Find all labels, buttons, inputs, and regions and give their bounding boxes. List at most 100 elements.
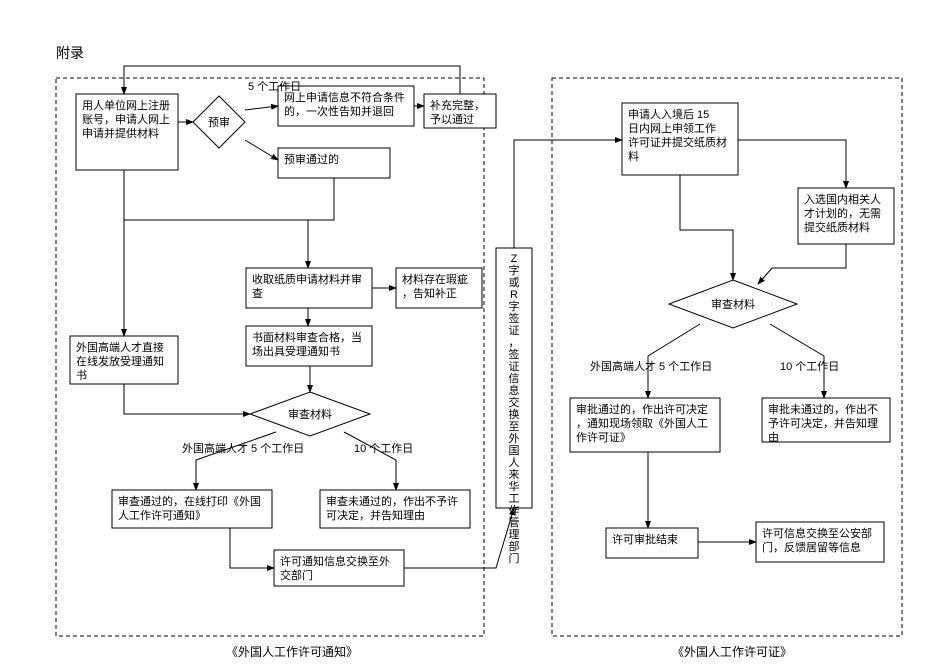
- svg-text:补充完整，: 补充完整，: [430, 98, 485, 112]
- svg-text:Z: Z: [511, 253, 518, 265]
- svg-text:工: 工: [509, 493, 520, 505]
- svg-text:的，一次性告知并退回: 的，一次性告知并退回: [284, 104, 394, 118]
- svg-text:部: 部: [509, 539, 520, 553]
- box-b10: 审查通过的，在线打印《外国人工作许可通知》: [112, 490, 272, 528]
- svg-text:许可审批结束: 许可审批结束: [612, 532, 678, 546]
- svg-text:字: 字: [509, 299, 520, 313]
- arrow-a18: [680, 175, 733, 280]
- svg-text:交: 交: [509, 395, 520, 409]
- svg-text:书面材料审查合格，当: 书面材料审查合格，当: [252, 330, 362, 344]
- svg-text:交部门: 交部门: [280, 568, 313, 582]
- box-b14: 申请人入境后 15 日内网上申领工作许可证并提交纸质材料: [622, 103, 738, 175]
- svg-text:华: 华: [509, 479, 520, 493]
- svg-text:场出具受理通知书: 场出具受理通知书: [252, 344, 340, 358]
- svg-text:签: 签: [509, 347, 520, 361]
- right-caption: 《外国人工作许可证》: [672, 645, 792, 659]
- svg-text:人: 人: [509, 456, 520, 469]
- box-b17: 审批未通过的，作出不予许可决定，并告知理由: [762, 398, 890, 444]
- label-l2: 外国高端人才 5 个工作日: [182, 441, 304, 455]
- svg-text:在线发放受理通知: 在线发放受理通知: [76, 354, 164, 368]
- diamond-d2: 审查材料: [250, 392, 370, 436]
- box-b11: 审查未通过的，作出不予许可决定，并告知理由: [320, 490, 470, 528]
- svg-text:申请并提供材料: 申请并提供材料: [82, 126, 159, 140]
- svg-text:日内网上申领工作: 日内网上申领工作: [628, 121, 716, 135]
- svg-text:审查未通过的，作出不予许: 审查未通过的，作出不予许: [326, 494, 458, 508]
- left-caption: 《外国人工作许可通知》: [226, 645, 358, 659]
- svg-text:换: 换: [509, 407, 520, 421]
- box-b6: 收取纸质申请材料并审查: [246, 268, 372, 308]
- svg-text:字: 字: [509, 263, 520, 277]
- svg-text:审查材料: 审查材料: [711, 297, 755, 311]
- svg-text:信: 信: [509, 372, 520, 385]
- svg-text:作: 作: [509, 504, 520, 517]
- box-b5: 预审通过的: [278, 148, 390, 178]
- arrow-a24: [738, 140, 846, 188]
- svg-text:证: 证: [509, 324, 520, 337]
- svg-text:查: 查: [252, 286, 263, 300]
- svg-text:审查材料: 审查材料: [288, 407, 332, 421]
- svg-text:人工作许可通知》: 人工作许可通知》: [118, 508, 206, 522]
- svg-text:许可证并提交纸质材: 许可证并提交纸质材: [628, 135, 727, 149]
- arrow-a12: [124, 384, 250, 414]
- box-b12: 许可通知信息交换至外交部门: [274, 550, 404, 586]
- label-l4: 外国高端人才 5 个工作日: [590, 359, 712, 373]
- svg-text:材料存在瑕疵: 材料存在瑕疵: [402, 272, 468, 286]
- box-b1: 用人单位网上注册账号，申请人网上申请并提供材料: [76, 94, 178, 170]
- svg-text:，通知现场领取《外国人工: ，通知现场领取《外国人工: [576, 416, 708, 430]
- box-b13: Z字或R字签证，签证信息交换至外国人来华工作管理部门: [496, 248, 532, 565]
- svg-text:审批通过的，作出许可决定: 审批通过的，作出许可决定: [576, 402, 708, 416]
- svg-text:账号，申请人网上: 账号，申请人网上: [82, 113, 170, 126]
- svg-text:预审通过的: 预审通过的: [284, 152, 339, 166]
- label-l5: 10 个工作日: [780, 360, 839, 373]
- svg-text:用人单位网上注册: 用人单位网上注册: [82, 98, 170, 112]
- svg-text:门: 门: [509, 551, 520, 565]
- boxes: 用人单位网上注册账号，申请人网上申请并提供材料 网上申请信息不符合条件的，一次性告…: [70, 86, 894, 586]
- svg-text:作许可证》: 作许可证》: [576, 431, 631, 444]
- arrow-a17: [514, 140, 622, 248]
- box-b8: 书面材料审查合格，当场出具受理通知书: [246, 326, 372, 366]
- svg-text:予以通过: 予以通过: [430, 113, 474, 126]
- svg-text:证: 证: [509, 360, 520, 373]
- box-b19: 许可信息交换至公安部门，反馈居留等信息: [756, 522, 884, 562]
- svg-text:至: 至: [509, 421, 520, 433]
- svg-text:审批未通过的，作出不: 审批未通过的，作出不: [768, 402, 878, 416]
- svg-text:或: 或: [509, 276, 520, 289]
- svg-text:签: 签: [509, 311, 520, 325]
- svg-text:门，反馈居留等信息: 门，反馈居留等信息: [762, 540, 861, 554]
- box-b4: 补充完整，予以通过: [424, 94, 496, 128]
- box-b18: 许可审批结束: [606, 528, 698, 558]
- svg-text:可决定，并告知理由: 可决定，并告知理由: [326, 508, 425, 522]
- arrow-a6: [308, 178, 334, 268]
- svg-text:，: ，: [509, 337, 520, 349]
- svg-text:予许可决定，并告知理: 予许可决定，并告知理: [768, 416, 878, 430]
- box-b7: 材料存在瑕疵，告知补正: [396, 268, 482, 308]
- svg-text:提交纸质材料: 提交纸质材料: [804, 220, 870, 234]
- box-b15: 入选国内相关人才计划的，无需提交纸质材料: [798, 188, 894, 244]
- arrow-a14: [344, 432, 396, 490]
- svg-text:R: R: [510, 289, 518, 301]
- label-l1: 5 个工作日: [248, 80, 301, 93]
- svg-text:才计划的，无需: 才计划的，无需: [804, 206, 881, 220]
- box-b16: 审批通过的，作出许可决定，通知现场领取《外国人工作许可证》: [570, 398, 720, 452]
- svg-text:预审: 预审: [208, 115, 230, 129]
- svg-text:许可通知信息交换至外: 许可通知信息交换至外: [280, 554, 390, 568]
- svg-text:理: 理: [509, 528, 520, 541]
- box-b9: 外国高端人才直接在线发放受理通知书: [70, 336, 178, 384]
- svg-text:料: 料: [628, 149, 639, 163]
- svg-text:许可信息交换至公安部: 许可信息交换至公安部: [762, 526, 872, 540]
- svg-text:来: 来: [509, 468, 520, 481]
- svg-text:网上申请信息不符合条件: 网上申请信息不符合条件: [284, 90, 405, 104]
- arrow-a15: [230, 528, 274, 568]
- svg-text:国: 国: [509, 444, 520, 457]
- svg-text:审查通过的，在线打印《外国: 审查通过的，在线打印《外国: [118, 494, 261, 508]
- svg-text:书: 书: [76, 369, 87, 382]
- svg-text:申请人入境后 15: 申请人入境后 15: [628, 107, 709, 121]
- arrow-a2: [245, 106, 278, 110]
- svg-text:外国高端人才直接: 外国高端人才直接: [76, 340, 164, 354]
- diamond-d1: 预审: [193, 96, 245, 148]
- svg-text:外: 外: [509, 432, 520, 445]
- svg-text:，告知补正: ，告知补正: [402, 286, 457, 300]
- svg-text:由: 由: [768, 430, 779, 444]
- label-l3: 10 个工作日: [354, 442, 413, 455]
- arrow-a19: [758, 244, 846, 284]
